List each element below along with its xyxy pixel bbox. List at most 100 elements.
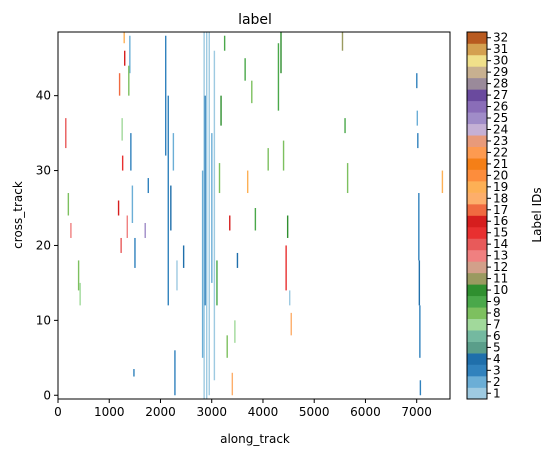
colorbar-segment xyxy=(467,226,487,239)
label-segment xyxy=(416,73,418,89)
x-tick-label: 0 xyxy=(54,405,62,419)
label-segment xyxy=(129,35,131,74)
colorbar-tick-label: 11 xyxy=(493,272,508,286)
label-segment xyxy=(126,215,128,238)
colorbar-frame xyxy=(466,31,488,400)
colorbar-segment xyxy=(467,66,487,79)
label-segment xyxy=(251,80,253,104)
colorbar-segment xyxy=(467,376,487,388)
colorbar-segment xyxy=(467,261,487,274)
label-segment xyxy=(289,290,291,306)
colorbar-segment xyxy=(467,284,487,297)
label-segment xyxy=(203,32,205,399)
colorbar-segment xyxy=(467,89,487,102)
label-segment xyxy=(346,163,349,194)
label-segment xyxy=(216,260,218,306)
colorbar-tick-label: 2 xyxy=(493,375,501,389)
label-segment xyxy=(290,312,292,336)
colorbar-tick-label: 29 xyxy=(493,65,508,79)
colorbar-tick-label: 19 xyxy=(493,180,508,194)
x-tick-label: 3000 xyxy=(196,405,227,419)
colorbar-segment xyxy=(467,77,487,90)
label-segment xyxy=(124,50,126,66)
label-segment xyxy=(131,185,134,223)
colorbar-tick-label: 5 xyxy=(493,340,501,354)
label-segment xyxy=(133,369,135,377)
label-segment xyxy=(70,222,72,238)
colorbar-tick-label: 28 xyxy=(493,77,508,91)
label-segment xyxy=(123,32,125,44)
colorbar-tick-label: 16 xyxy=(493,214,508,228)
x-tick-label: 7000 xyxy=(401,405,432,419)
colorbar-segment xyxy=(467,135,487,147)
colorbar-segment xyxy=(467,158,487,170)
label-segment xyxy=(441,170,444,194)
label-segment xyxy=(204,95,206,306)
colorbar-segment xyxy=(467,341,487,354)
colorbar-tick-label: 12 xyxy=(493,260,508,274)
label-segment xyxy=(118,73,121,96)
label-segment xyxy=(277,43,280,111)
colorbar-tick-label: 8 xyxy=(493,306,501,320)
y-axis-label: cross_track xyxy=(11,181,25,249)
colorbar-tick-label: 18 xyxy=(493,191,508,205)
y-tick-label: 30 xyxy=(36,164,51,178)
label-segment xyxy=(121,155,124,171)
colorbar-segment xyxy=(467,387,487,400)
label-segment xyxy=(254,208,257,231)
label-segment xyxy=(206,32,208,399)
y-tick-label: 10 xyxy=(36,313,51,327)
x-tick-label: 5000 xyxy=(299,405,330,419)
label-segment xyxy=(416,110,419,126)
label-segment xyxy=(172,133,175,171)
colorbar-tick-label: 30 xyxy=(493,54,508,68)
x-axis-label: along_track xyxy=(220,432,290,446)
label-segment xyxy=(65,118,67,149)
label-segment xyxy=(144,222,146,238)
label-segment xyxy=(231,372,234,396)
label-segment xyxy=(419,305,421,358)
label-segment xyxy=(77,260,80,291)
label-segment xyxy=(120,237,122,253)
colorbar-segment xyxy=(467,272,487,285)
label-segment xyxy=(201,170,204,358)
colorbar-tick-label: 27 xyxy=(493,88,508,102)
label-segment xyxy=(285,245,287,291)
colorbar-segment xyxy=(467,215,487,228)
label-segment xyxy=(67,193,70,216)
colorbar-segment xyxy=(467,307,487,320)
plot-area xyxy=(65,32,444,399)
label-segment xyxy=(236,252,239,268)
label-segment xyxy=(174,350,176,396)
x-tick-label: 1000 xyxy=(94,405,125,419)
colorbar-segment xyxy=(467,146,487,159)
colorbar-tick-label: 15 xyxy=(493,226,508,240)
label-segment xyxy=(418,260,421,306)
label-segment xyxy=(147,178,149,194)
colorbar-tick-label: 20 xyxy=(493,168,508,182)
label-segment xyxy=(226,335,228,358)
colorbar-tick-label: 17 xyxy=(493,203,508,217)
colorbar-tick-label: 1 xyxy=(493,386,501,400)
colorbar-tick-label: 10 xyxy=(493,283,508,297)
label-segment xyxy=(229,215,231,231)
colorbar-segment xyxy=(467,123,487,136)
colorbar-segment xyxy=(467,204,487,216)
label-segment xyxy=(213,50,216,381)
colorbar-segment xyxy=(467,169,487,182)
colorbar-tick-label: 22 xyxy=(493,145,508,159)
label-segment xyxy=(79,282,81,306)
colorbar-tick-label: 9 xyxy=(493,295,501,309)
label-segment xyxy=(419,380,422,396)
label-segment xyxy=(211,133,213,283)
colorbar-segment xyxy=(467,192,487,205)
label-segment xyxy=(417,133,419,149)
label-segment xyxy=(128,65,130,96)
label-segment xyxy=(121,118,123,141)
colorbar-segment xyxy=(467,112,487,125)
x-tick-label: 6000 xyxy=(350,405,381,419)
colorbar-tick-label: 26 xyxy=(493,100,508,114)
label-segment xyxy=(167,95,169,306)
x-tick-label: 2000 xyxy=(145,405,176,419)
label-segment xyxy=(246,170,249,194)
